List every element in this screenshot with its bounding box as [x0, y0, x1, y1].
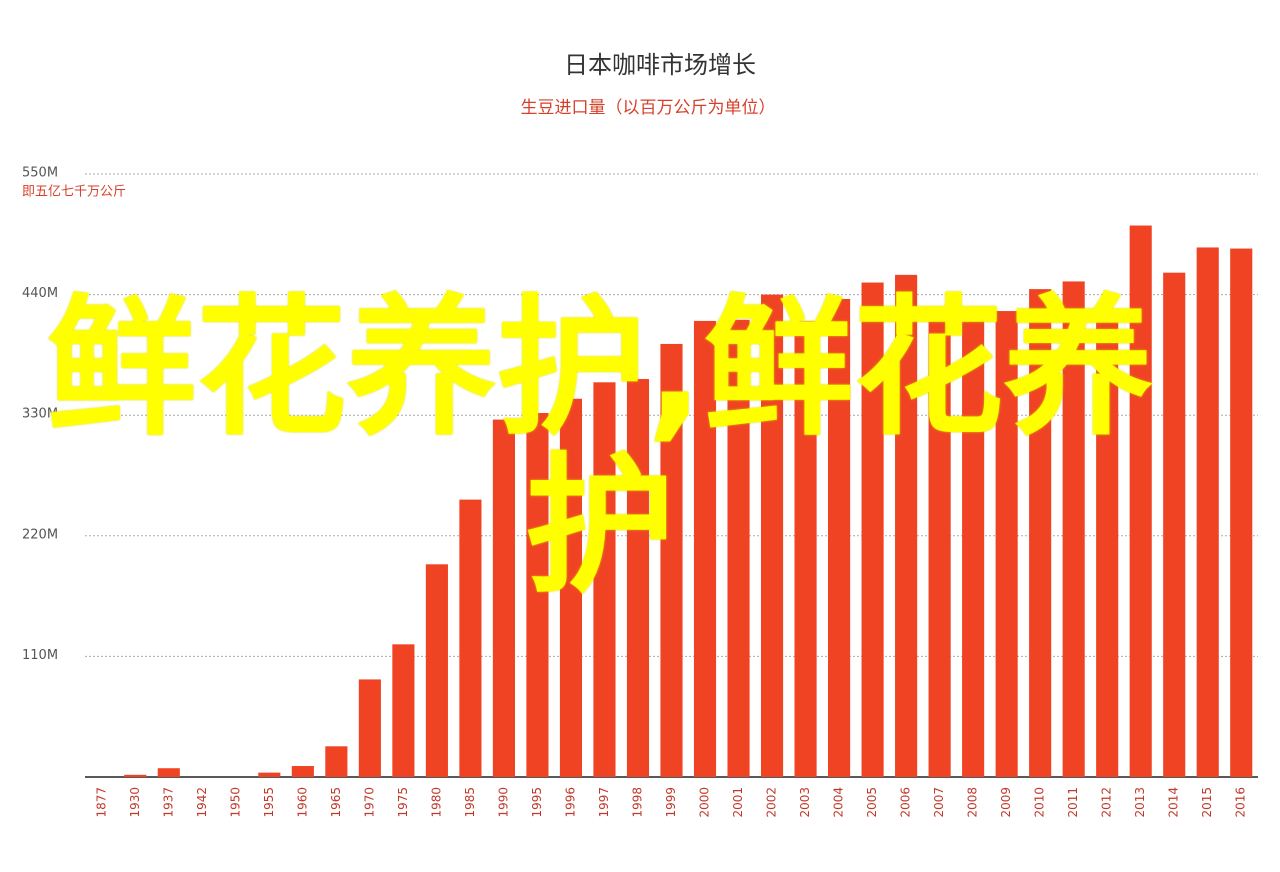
bar — [861, 282, 884, 777]
x-tick-label: 1937 — [161, 787, 175, 818]
y-tick-label: 440M — [22, 286, 58, 301]
x-tick-label: 1990 — [496, 787, 510, 818]
x-tick-label: 1955 — [262, 787, 276, 818]
bar — [693, 320, 717, 777]
bar — [392, 644, 415, 777]
x-tick-label: 1998 — [630, 787, 644, 818]
x-tick-label: 1942 — [195, 787, 209, 818]
bar — [895, 274, 918, 777]
bar — [492, 419, 515, 777]
x-tick-label: 2000 — [698, 787, 712, 818]
bar — [325, 746, 348, 777]
x-tick-label: 1995 — [530, 787, 544, 818]
bar — [794, 320, 817, 777]
x-tick-label: 1975 — [396, 787, 410, 818]
bar — [258, 772, 281, 777]
x-tick-label: 2003 — [798, 787, 812, 818]
x-tick-label: 1999 — [664, 787, 678, 818]
bar — [1096, 315, 1119, 777]
chart-subtitle: 生豆进口量（以百万公斤为单位） — [521, 98, 776, 118]
x-tick-label: 1997 — [597, 787, 611, 818]
bar — [1196, 247, 1219, 777]
y-tick-label: 550M — [22, 166, 58, 181]
x-tick-label: 1980 — [429, 787, 443, 818]
bar — [828, 298, 851, 777]
bar — [1129, 225, 1152, 777]
bar — [760, 294, 784, 777]
bar — [124, 774, 147, 777]
y-axis-note: 即五亿七千万公斤 — [22, 185, 126, 200]
bar — [1029, 289, 1052, 777]
x-tick-label: 2011 — [1066, 787, 1080, 818]
x-tick-label: 2009 — [999, 787, 1013, 818]
bar — [962, 313, 985, 777]
bar — [928, 309, 951, 777]
bar — [459, 499, 482, 777]
bar — [593, 382, 616, 777]
bar — [626, 379, 650, 777]
chart-title: 日本咖啡市场增长 — [564, 51, 756, 79]
x-tick-label: 2006 — [899, 787, 913, 818]
x-tick-label: 1960 — [295, 787, 309, 818]
x-tick-label: 2016 — [1234, 787, 1248, 818]
bar — [995, 311, 1018, 777]
x-tick-label: 1877 — [94, 787, 108, 818]
x-tick-label: 2005 — [865, 787, 879, 818]
bar — [358, 679, 381, 777]
x-tick-label: 2004 — [832, 787, 846, 818]
y-tick-label: 110M — [22, 648, 58, 663]
x-tick-label: 2010 — [1033, 787, 1047, 818]
x-tick-label: 2012 — [1100, 787, 1114, 818]
bar — [157, 768, 180, 777]
bar — [425, 564, 448, 777]
x-tick-label: 2008 — [966, 787, 980, 818]
x-tick-label: 1950 — [228, 787, 242, 818]
bar — [727, 319, 750, 777]
x-tick-label: 1996 — [563, 787, 577, 818]
bar — [526, 413, 549, 777]
x-tick-label: 1985 — [463, 787, 477, 818]
bar — [1163, 272, 1186, 777]
y-tick-label: 330M — [22, 407, 58, 422]
bar — [291, 766, 314, 777]
bar — [1230, 248, 1253, 777]
y-tick-label: 220M — [22, 527, 58, 542]
watermark: 鲜花养护,鲜花养护 — [46, 282, 1154, 614]
x-tick-label: 1965 — [329, 787, 343, 818]
x-tick-label: 2007 — [932, 787, 946, 818]
bar — [559, 398, 583, 777]
x-tick-label: 2015 — [1200, 787, 1214, 818]
x-tick-label: 1970 — [362, 787, 376, 818]
x-tick-label: 2001 — [731, 787, 745, 818]
bar — [660, 343, 683, 777]
bar — [1062, 281, 1085, 777]
x-tick-label: 2014 — [1167, 787, 1181, 818]
x-tick-label: 1930 — [128, 787, 142, 818]
x-tick-label: 2002 — [765, 787, 779, 818]
x-tick-label: 2013 — [1133, 787, 1147, 818]
